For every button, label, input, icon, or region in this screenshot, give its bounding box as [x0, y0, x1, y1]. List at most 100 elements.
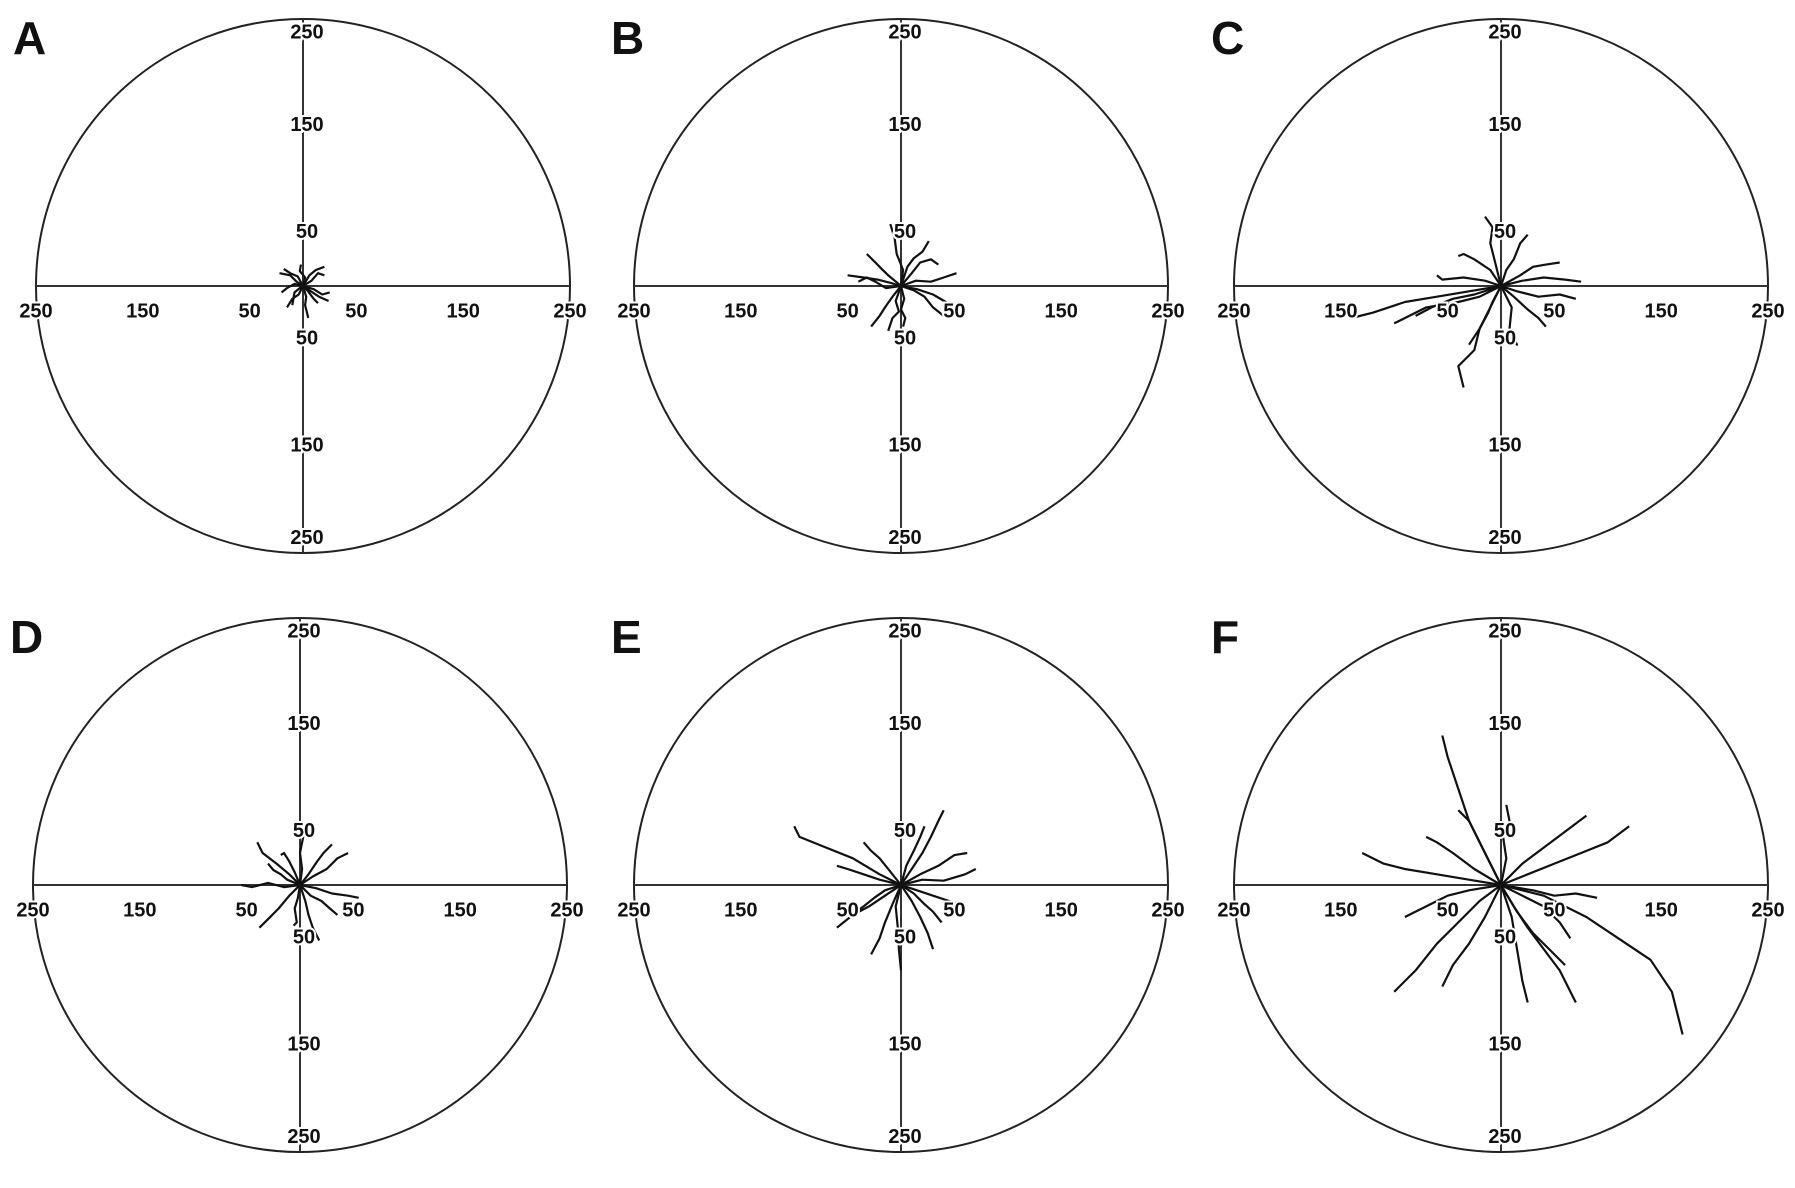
y-tick-label: 250 — [888, 527, 921, 549]
y-tick-label: 50 — [894, 221, 916, 243]
x-tick-label: 250 — [1751, 899, 1784, 921]
cell-track — [887, 285, 903, 332]
cell-track — [889, 223, 905, 287]
y-tick-label: 250 — [1488, 22, 1521, 44]
cell-track — [1500, 884, 1577, 1003]
cell-track — [292, 884, 302, 927]
cell-track — [1393, 884, 1502, 993]
x-tick-label: 50 — [943, 899, 965, 921]
cell-track — [1468, 285, 1502, 346]
x-tick-label: 50 — [836, 300, 858, 322]
x-tick-label: 150 — [1045, 899, 1078, 921]
cell-track — [1500, 285, 1547, 328]
cell-track — [1441, 884, 1502, 987]
cell-track — [900, 258, 940, 287]
x-tick-label: 50 — [345, 300, 367, 322]
cell-track — [1484, 215, 1503, 287]
cell-track — [1351, 284, 1502, 320]
x-tick-label: 150 — [1645, 899, 1678, 921]
cell-track — [900, 884, 943, 924]
cell-track — [793, 825, 902, 886]
y-tick-label: 250 — [290, 527, 323, 549]
cell-track — [1500, 276, 1582, 288]
y-tick-label: 150 — [888, 713, 921, 735]
cell-track — [1499, 884, 1529, 1003]
cell-track — [241, 881, 301, 889]
x-tick-label: 250 — [1217, 300, 1250, 322]
x-tick-label: 50 — [1543, 899, 1565, 921]
cell-track — [1457, 809, 1502, 886]
y-tick-label: 250 — [888, 22, 921, 44]
y-tick-label: 150 — [1488, 1033, 1521, 1055]
y-tick-label: 50 — [894, 328, 916, 350]
cell-track — [894, 884, 903, 971]
y-tick-label: 250 — [1488, 1126, 1521, 1148]
y-tick-label: 50 — [1494, 820, 1516, 842]
cell-track — [1500, 883, 1684, 1035]
y-tick-label: 50 — [296, 221, 318, 243]
cell-track — [1499, 804, 1511, 886]
x-tick-label: 250 — [1151, 899, 1184, 921]
cell-track — [1499, 233, 1529, 287]
cell-track — [302, 284, 330, 296]
x-tick-label: 250 — [16, 899, 49, 921]
cell-track — [900, 883, 961, 906]
cell-track — [1441, 735, 1502, 886]
cell-track — [1500, 284, 1577, 300]
cell-track — [279, 272, 304, 287]
cell-track — [256, 841, 301, 886]
cell-track — [1500, 883, 1598, 899]
y-tick-label: 150 — [1488, 434, 1521, 456]
x-tick-label: 250 — [617, 899, 650, 921]
cell-track — [857, 276, 902, 290]
y-tick-label: 250 — [888, 621, 921, 643]
cell-track — [299, 883, 359, 899]
x-tick-label: 50 — [342, 899, 364, 921]
cell-track — [1436, 274, 1502, 288]
panel-label: C — [1211, 12, 1244, 64]
cell-track — [870, 285, 902, 328]
cell-track — [899, 285, 907, 327]
x-tick-label: 150 — [724, 300, 757, 322]
cell-track — [1500, 814, 1588, 886]
cell-track — [836, 864, 902, 887]
x-tick-label: 150 — [123, 899, 156, 921]
x-tick-label: 50 — [1543, 300, 1565, 322]
cell-track — [283, 267, 304, 287]
cell-track — [1425, 835, 1502, 886]
cell-track — [1404, 883, 1502, 918]
cell-track — [302, 285, 319, 304]
y-tick-label: 150 — [287, 1033, 320, 1055]
cell-track — [862, 841, 902, 886]
x-tick-label: 250 — [19, 300, 52, 322]
y-tick-label: 150 — [1488, 114, 1521, 136]
cell-track — [847, 274, 902, 288]
x-tick-label: 250 — [1217, 899, 1250, 921]
y-tick-label: 250 — [1488, 527, 1521, 549]
cell-track — [855, 883, 902, 913]
y-tick-label: 250 — [287, 621, 320, 643]
y-tick-label: 150 — [290, 434, 323, 456]
cell-track — [302, 285, 330, 303]
cell-track — [900, 884, 935, 950]
y-tick-label: 50 — [894, 927, 916, 949]
y-tick-label: 150 — [287, 713, 320, 735]
y-tick-label: 150 — [888, 1033, 921, 1055]
cell-track — [298, 884, 321, 941]
x-tick-label: 50 — [836, 899, 858, 921]
x-tick-label: 250 — [617, 300, 650, 322]
cell-track — [866, 253, 902, 287]
x-tick-label: 250 — [1751, 300, 1784, 322]
y-tick-label: 50 — [1494, 927, 1516, 949]
y-tick-label: 50 — [894, 820, 916, 842]
cell-track — [1393, 285, 1502, 325]
y-tick-label: 50 — [293, 927, 315, 949]
cell-track — [298, 264, 307, 287]
panel-label: D — [10, 611, 43, 663]
cell-track — [302, 265, 325, 287]
cell-track — [1500, 285, 1519, 346]
y-tick-label: 150 — [290, 114, 323, 136]
cell-track — [1361, 852, 1502, 887]
x-tick-label: 150 — [1324, 899, 1357, 921]
